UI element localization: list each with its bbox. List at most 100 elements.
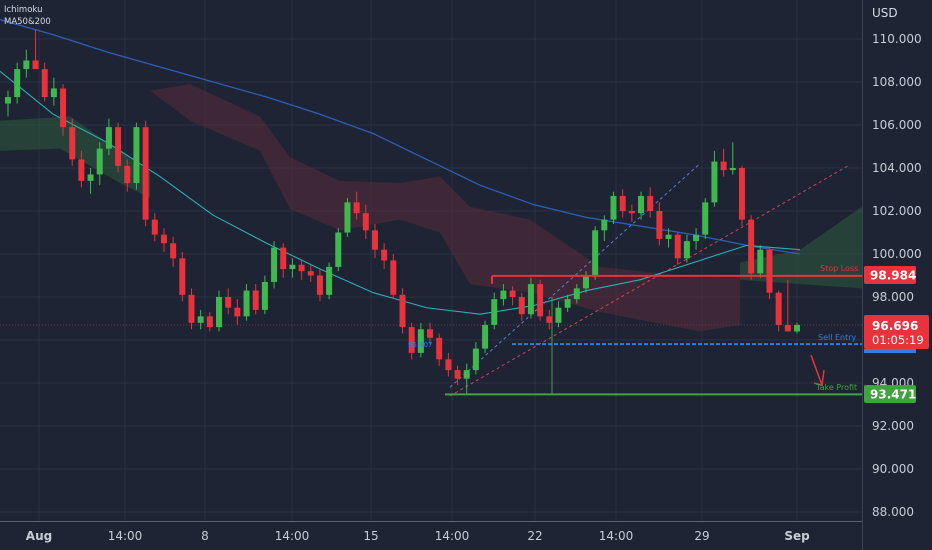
candle-body [142,127,149,220]
candle-body [757,249,764,274]
candle-body [381,249,388,261]
indicator-label-ma[interactable]: MA50&200 [4,17,51,27]
candle-body [573,288,580,300]
candle-body [472,348,479,371]
candle-body [500,290,507,300]
candle-body [482,324,489,349]
candle-body [115,127,122,166]
x-tick-label: 14:00 [599,529,634,543]
candle-body [225,297,232,308]
candle-body [445,359,452,371]
candle-body [683,241,690,259]
candle-body [271,247,278,282]
candle-countdown: 01:05:19 [872,333,924,347]
candle-body [564,299,571,308]
candle-body [216,297,223,328]
candle-body [362,213,369,231]
candle-body [188,294,195,323]
candle-body [518,297,525,315]
candle-body [105,127,112,149]
candle-body [399,294,406,328]
y-tick-label: 106.000 [872,118,922,132]
indicator-label-ichimoku[interactable]: Ichimoku [4,5,43,15]
candle-body [555,307,562,323]
y-tick-label: 108.000 [872,75,922,89]
sell-entry-marker: 95.807 [408,341,433,349]
candle-body [693,234,700,242]
candle-body [371,230,378,250]
candle-body [252,290,259,310]
upper-trendline [449,163,701,388]
candle-body [335,232,342,267]
candle-body [243,290,250,317]
current-price-tag [864,315,929,349]
candle-body [784,324,791,332]
candle-body [491,299,498,325]
candle-body [794,324,800,332]
candle-body [60,88,67,128]
trade-levels [445,274,862,396]
x-tick-label: 14:00 [108,529,143,543]
currency-label: USD [872,6,898,20]
sell-entry-tag [864,349,916,353]
y-tick-label: 92.000 [872,419,914,433]
candle-body [619,195,626,211]
candle-body [326,266,333,295]
candle-body [546,316,553,323]
ma-200-line [0,19,801,255]
sell-entry-label: Sell Entry [818,333,857,342]
y-tick-label: 98.000 [872,290,914,304]
candle-body [674,234,681,259]
forecast-arrow [810,354,823,386]
candle-body [711,161,718,203]
take-profit-tag [864,385,916,403]
candle-body [610,195,617,220]
candle-body [160,234,167,244]
y-tick-label: 90.000 [872,462,914,476]
candle-body [353,202,360,214]
candle-body [69,127,76,160]
candle-body [417,329,424,353]
candlesticks [5,30,800,394]
candle-body [32,60,39,70]
x-tick-label: 14:00 [275,529,310,543]
candle-body [316,275,323,295]
candle-body [289,264,296,270]
candle-body [454,370,461,379]
candle-body [261,281,268,310]
candle-body [14,69,21,98]
time-axis-ticks: Aug 14:00 8 14:00 15 14:00 22 14:00 29 Sep [26,529,810,543]
y-tick-label: 100.000 [872,247,922,261]
candle-body [206,316,213,328]
x-tick-label: Aug [26,529,52,543]
candle-body [234,307,241,317]
candle-body [87,174,94,181]
candle-body [78,159,85,181]
lower-trendline [449,165,849,397]
cloud-bull [0,116,150,199]
candle-body [647,195,654,211]
trend-lines [0,163,862,397]
x-tick-label: 8 [201,529,209,543]
candle-body [729,168,736,171]
stop-loss-label: Stop Loss [820,264,858,273]
candle-body [307,271,314,276]
candle-body [344,202,351,233]
candle-body [665,234,672,239]
candle-body [601,219,608,231]
candle-body [41,69,48,98]
candle-body [23,60,30,70]
candle-body [582,275,589,289]
candle-body [537,284,544,317]
x-tick-label: 15 [363,529,378,543]
candle-body [5,97,11,104]
candle-body [775,292,782,325]
candle-body [656,211,663,239]
candle-body [702,202,709,235]
take-profit-label: Take Profit [815,383,857,392]
candle-body [463,370,470,379]
take-profit-tag-value: 93.471 [870,388,916,402]
candle-body [179,258,186,295]
candle-body [509,290,516,297]
